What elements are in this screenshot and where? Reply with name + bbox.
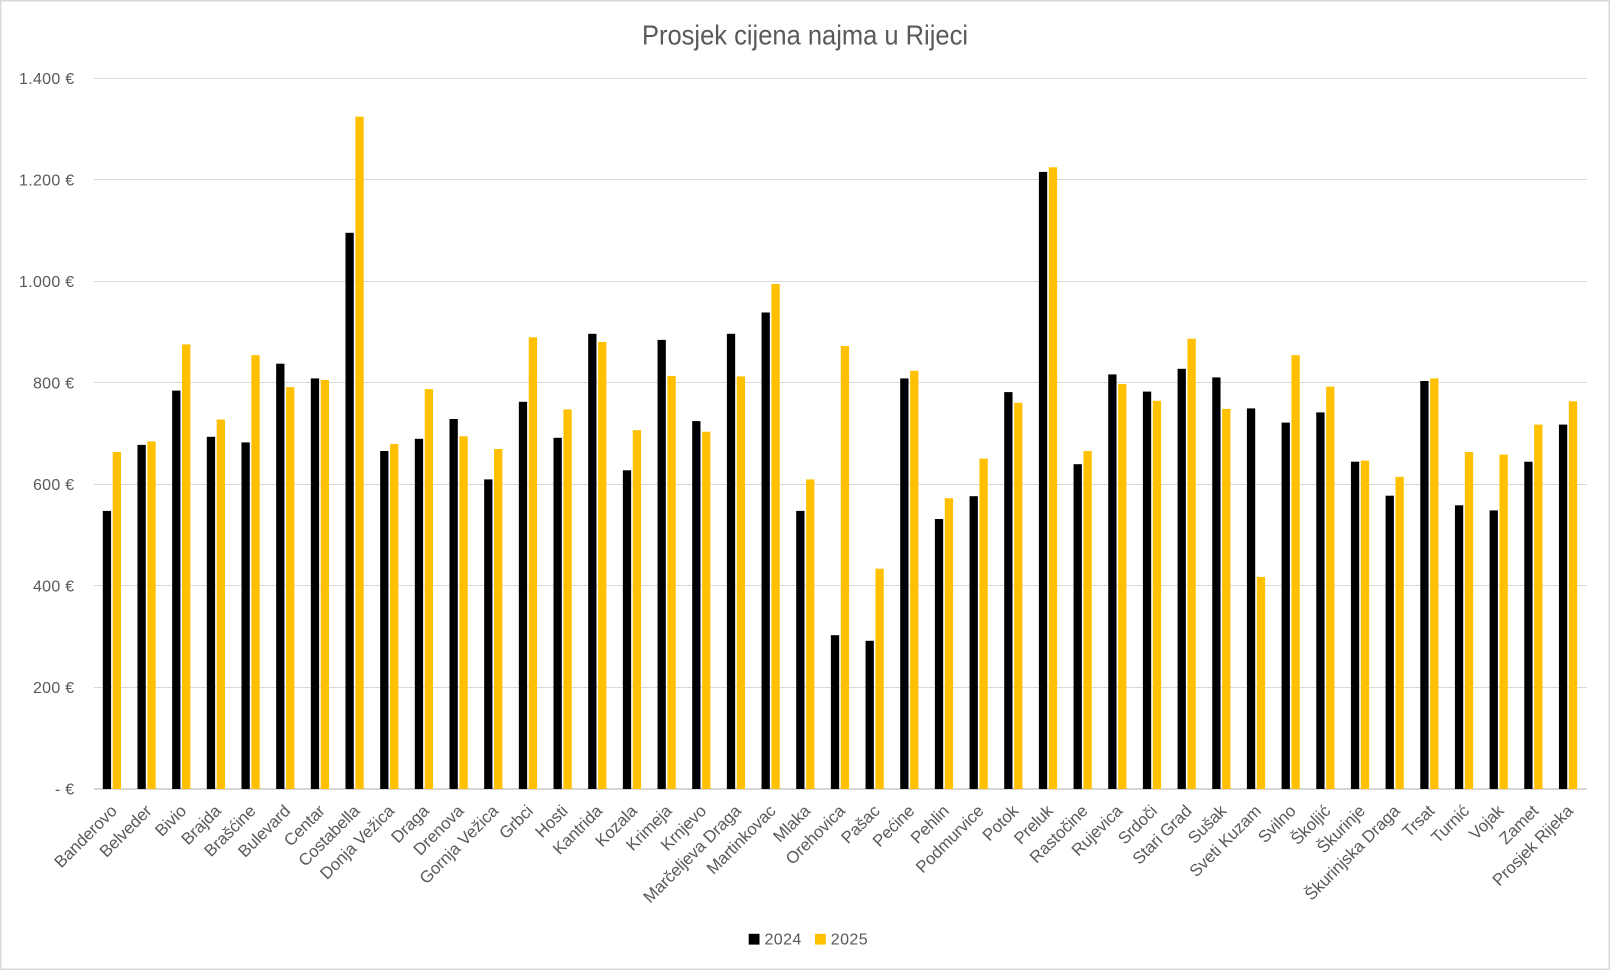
svg-text:1.000 €: 1.000 €: [19, 274, 74, 291]
svg-text:1.200 €: 1.200 €: [19, 173, 74, 190]
svg-text:800 €: 800 €: [33, 376, 75, 393]
svg-text:1.400 €: 1.400 €: [19, 71, 74, 88]
svg-text:600 €: 600 €: [33, 477, 75, 494]
svg-text:Prosjek cijena najma u Rijeci: Prosjek cijena najma u Rijeci: [642, 20, 968, 51]
svg-text:2025: 2025: [831, 932, 868, 949]
svg-text:400 €: 400 €: [33, 579, 75, 596]
svg-text:200 €: 200 €: [33, 680, 75, 697]
svg-text:2024: 2024: [765, 932, 802, 949]
svg-text:- €: - €: [55, 782, 75, 799]
